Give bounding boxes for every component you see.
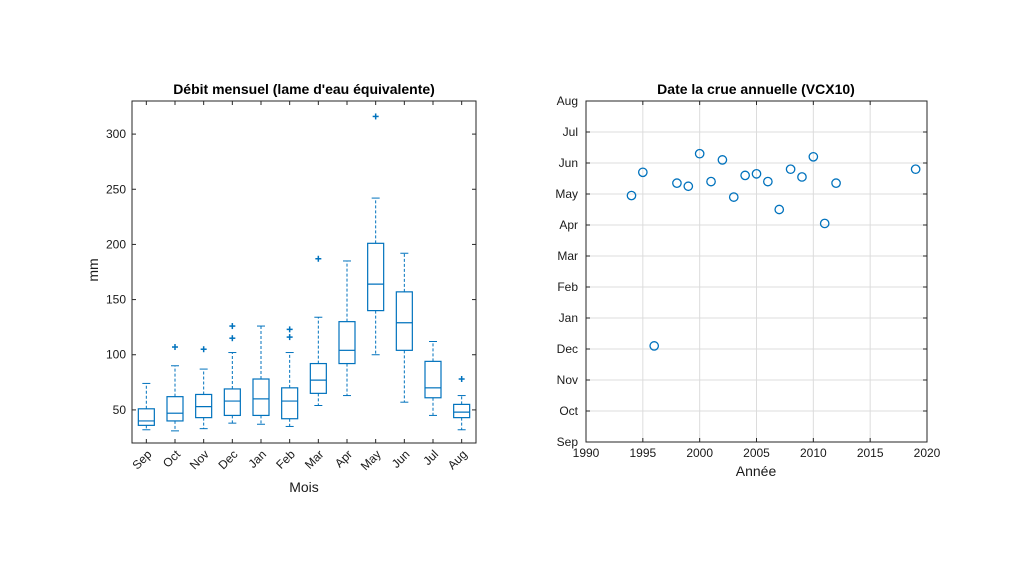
data-point: [797, 172, 807, 182]
box-may: [367, 113, 385, 356]
flood-date-scatter: Date la crue annuelle (VCX10) 1990 1995 20…: [555, 81, 940, 479]
boxplot-xlabel: Mois: [289, 479, 319, 495]
box-sep: [137, 382, 155, 431]
x-tick-label: Jun: [389, 447, 413, 471]
box-iqr: [252, 378, 270, 417]
outlier-marker: [315, 255, 322, 262]
boxplot-ylabel: mm: [85, 258, 101, 281]
x-tick-label: May: [358, 447, 384, 473]
data-point: [728, 192, 739, 202]
data-point: [808, 151, 819, 162]
x-tick-label: Feb: [273, 447, 298, 472]
data-point: [819, 218, 830, 229]
monthly-flow-boxplot: Débit mensuel (lame d'eau équivalente) 5…: [85, 81, 477, 495]
y-tick-label: Apr: [559, 218, 578, 232]
box-dec: [223, 323, 241, 424]
data-point: [626, 190, 637, 201]
box-iqr: [309, 362, 327, 394]
scatter-plot-area: 1990 1995 2000 2005 2010 2015 2020 Sep Oct Nov Dec…: [555, 94, 940, 460]
box-feb: [281, 326, 299, 427]
data-point: [637, 167, 648, 178]
y-tick-label: Dec: [557, 342, 578, 356]
y-tick-label: Oct: [559, 404, 578, 418]
x-tick-label: Sep: [129, 447, 154, 472]
x-tick-label: Jul: [420, 447, 441, 468]
data-point: [717, 155, 728, 165]
data-point: [751, 169, 762, 179]
y-tick-label: 150: [106, 293, 126, 307]
data-point: [785, 164, 796, 175]
y-tick-label: Sep: [557, 435, 579, 449]
y-tick-label: 50: [113, 403, 127, 417]
x-tick-label: Nov: [187, 447, 212, 472]
data-point: [774, 204, 785, 215]
box-iqr: [424, 360, 442, 399]
outlier-marker: [172, 344, 178, 351]
box-iqr: [137, 408, 155, 426]
data-point: [706, 176, 716, 187]
x-tick-label: 2000: [686, 446, 713, 460]
x-tick-label: 2005: [743, 446, 770, 460]
box-jul: [424, 341, 442, 416]
data-point: [694, 148, 705, 159]
outlier-marker: [286, 334, 293, 341]
box-iqr: [367, 242, 385, 312]
x-tick-label: 1995: [629, 446, 656, 460]
y-tick-label: Jan: [559, 311, 578, 325]
boxplot-plot-area: 50 100 150 200 250 300 Sep Oct Nov Dec Jan Feb Mar Ap…: [106, 100, 477, 473]
data-point: [740, 170, 750, 181]
box-iqr: [453, 403, 471, 419]
y-tick-label: 200: [106, 237, 126, 251]
data-point: [910, 164, 921, 175]
box-iqr: [281, 387, 299, 420]
data-point: [763, 176, 773, 187]
x-tick-label: 2020: [914, 446, 941, 460]
y-tick-label: Jul: [563, 125, 578, 139]
x-tick-label: Aug: [445, 447, 470, 472]
y-tick-label: Feb: [557, 280, 578, 294]
outlier-marker: [200, 346, 207, 353]
x-tick-label: Jan: [246, 447, 270, 471]
outlier-marker: [458, 376, 465, 383]
x-tick-label: 2015: [857, 446, 884, 460]
boxplot-title: Débit mensuel (lame d'eau équivalente): [173, 81, 435, 97]
data-point: [649, 341, 660, 351]
scatter-xlabel: Année: [736, 463, 777, 479]
box-oct: [166, 344, 184, 432]
outlier-marker: [229, 323, 236, 330]
data-point: [672, 178, 682, 188]
outlier-marker: [229, 335, 236, 342]
box-mar: [309, 255, 327, 406]
data-point: [683, 181, 694, 192]
box-iqr: [166, 396, 184, 422]
x-tick-label: 1990: [573, 446, 600, 460]
scatter-title: Date la crue annuelle (VCX10): [657, 81, 855, 97]
data-point: [831, 178, 841, 188]
box-aug: [453, 376, 471, 431]
x-tick-label: Mar: [302, 447, 327, 472]
y-tick-label: Mar: [557, 249, 578, 263]
boxplot-frame: [131, 100, 477, 444]
box-jan: [252, 325, 270, 425]
box-iqr: [223, 388, 241, 417]
outlier-marker: [372, 113, 379, 120]
box-iqr: [395, 291, 413, 351]
y-tick-label: Aug: [557, 94, 578, 108]
x-tick-label: Dec: [215, 447, 240, 472]
x-tick-label: Oct: [160, 447, 184, 471]
box-jun: [395, 252, 413, 403]
box-apr: [338, 260, 356, 397]
outlier-marker: [286, 326, 293, 333]
y-tick-label: Jun: [559, 156, 578, 170]
x-tick-label: 2010: [800, 446, 827, 460]
y-tick-label: May: [555, 187, 578, 201]
box-iqr: [338, 321, 356, 365]
box-nov: [195, 346, 213, 430]
y-tick-label: 100: [106, 348, 126, 362]
y-tick-label: 250: [106, 182, 126, 196]
y-tick-label: 300: [106, 127, 126, 141]
x-tick-label: Apr: [332, 447, 355, 470]
y-tick-label: Nov: [557, 373, 578, 387]
